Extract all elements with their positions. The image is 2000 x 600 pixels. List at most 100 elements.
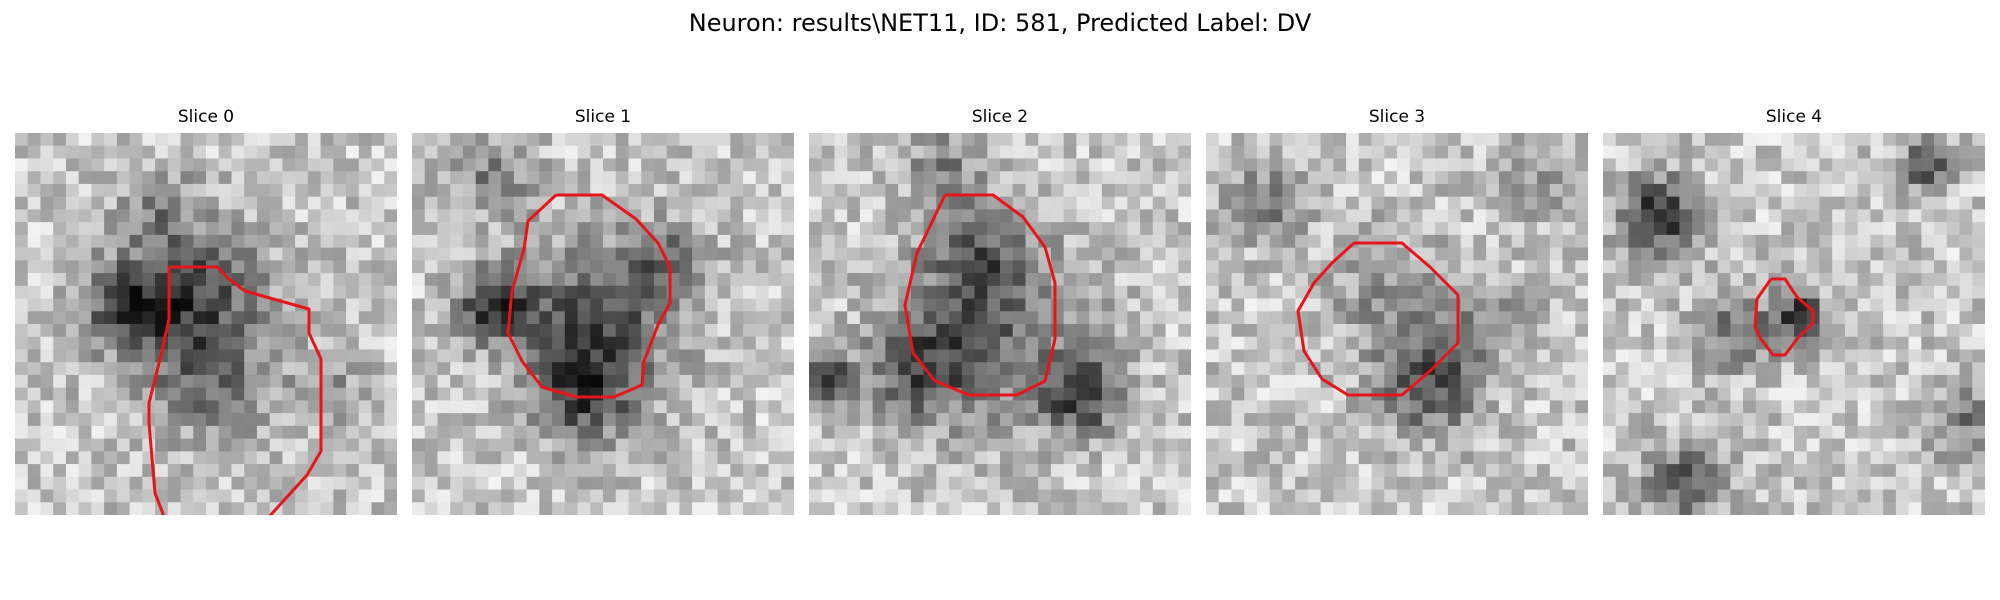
pixel	[641, 413, 655, 427]
pixel	[501, 413, 515, 427]
pixel	[1435, 260, 1449, 274]
pixel	[412, 464, 426, 478]
pixel	[40, 400, 54, 414]
pixel	[437, 183, 451, 198]
pixel	[1666, 502, 1680, 515]
pixel	[1794, 273, 1808, 287]
pixel	[1371, 400, 1385, 414]
pixel	[142, 489, 156, 503]
pixel	[1256, 145, 1271, 160]
pixel	[462, 234, 477, 249]
pixel	[1768, 374, 1782, 389]
pixel	[590, 234, 604, 249]
pixel	[1641, 247, 1655, 261]
pixel	[1231, 311, 1245, 325]
pixel	[1218, 374, 1233, 389]
pixel	[1384, 311, 1398, 325]
pixel	[193, 158, 207, 172]
pixel	[1692, 171, 1706, 185]
pixel	[1486, 234, 1500, 249]
pixel	[513, 209, 528, 223]
pixel	[910, 273, 925, 287]
pixel	[539, 502, 553, 515]
pixel	[1832, 158, 1846, 172]
pixel	[1883, 476, 1897, 491]
pixel	[872, 247, 886, 261]
pixel	[936, 260, 950, 274]
pixel	[1256, 387, 1271, 401]
pixel	[821, 400, 836, 414]
figure-title: Neuron: results\NET11, ID: 581, Predicte…	[688, 9, 1312, 37]
pixel	[1806, 413, 1821, 427]
pixel	[1320, 133, 1334, 147]
pixel	[717, 234, 731, 249]
pixel	[1666, 234, 1680, 249]
pixel	[40, 285, 54, 300]
pixel	[1946, 196, 1961, 210]
pixel	[1371, 158, 1385, 172]
pixel	[859, 260, 874, 274]
pixel	[1628, 222, 1642, 236]
pixel	[1615, 260, 1630, 274]
pixel	[936, 298, 950, 312]
pixel	[1114, 311, 1128, 325]
pixel	[1921, 196, 1935, 210]
pixel	[1498, 145, 1513, 160]
pixel	[961, 145, 976, 160]
pixel	[1422, 502, 1436, 515]
pixel	[590, 145, 604, 160]
pixel	[781, 222, 794, 236]
pixel	[15, 387, 29, 401]
pixel	[730, 362, 744, 376]
pixel	[1755, 502, 1770, 515]
pixel	[91, 234, 105, 249]
pixel	[1101, 311, 1116, 325]
pixel	[1295, 145, 1309, 160]
pixel	[1038, 425, 1052, 440]
pixel	[218, 324, 233, 338]
pixel	[717, 387, 731, 401]
pixel	[1307, 387, 1322, 401]
pixel	[1857, 502, 1871, 515]
pixel	[1628, 476, 1642, 491]
pixel	[961, 311, 976, 325]
pixel	[437, 298, 451, 312]
pixel	[1781, 209, 1795, 223]
pixel	[1934, 158, 1948, 172]
pixel	[809, 234, 823, 249]
pixel	[142, 476, 156, 491]
pixel	[755, 171, 770, 185]
pixel	[1794, 502, 1808, 515]
pixel	[1730, 489, 1744, 503]
pixel	[1269, 324, 1283, 338]
pixel	[1730, 413, 1744, 427]
pixel	[1537, 362, 1551, 376]
pixel	[1114, 196, 1128, 210]
pixel	[1603, 298, 1617, 312]
pixel	[1422, 349, 1436, 363]
pixel	[552, 425, 566, 440]
pixel	[949, 374, 963, 389]
pixel	[552, 438, 566, 452]
pixel	[1333, 489, 1347, 503]
pixel	[513, 451, 528, 465]
pixel	[167, 387, 182, 401]
pixel	[475, 489, 489, 503]
pixel	[424, 502, 439, 515]
pixel	[437, 502, 451, 515]
pixel	[1641, 400, 1655, 414]
pixel	[885, 234, 899, 249]
pixel	[859, 374, 874, 389]
pixel	[666, 145, 680, 160]
pixel	[104, 183, 118, 198]
pixel	[1537, 247, 1551, 261]
pixel	[193, 451, 207, 465]
pixel	[1562, 145, 1576, 160]
pixel	[526, 183, 540, 198]
pixel	[1562, 336, 1576, 351]
pixel	[307, 171, 322, 185]
pixel	[1000, 476, 1014, 491]
pixel	[743, 273, 757, 287]
pixel	[526, 133, 540, 147]
pixel	[1076, 489, 1090, 503]
